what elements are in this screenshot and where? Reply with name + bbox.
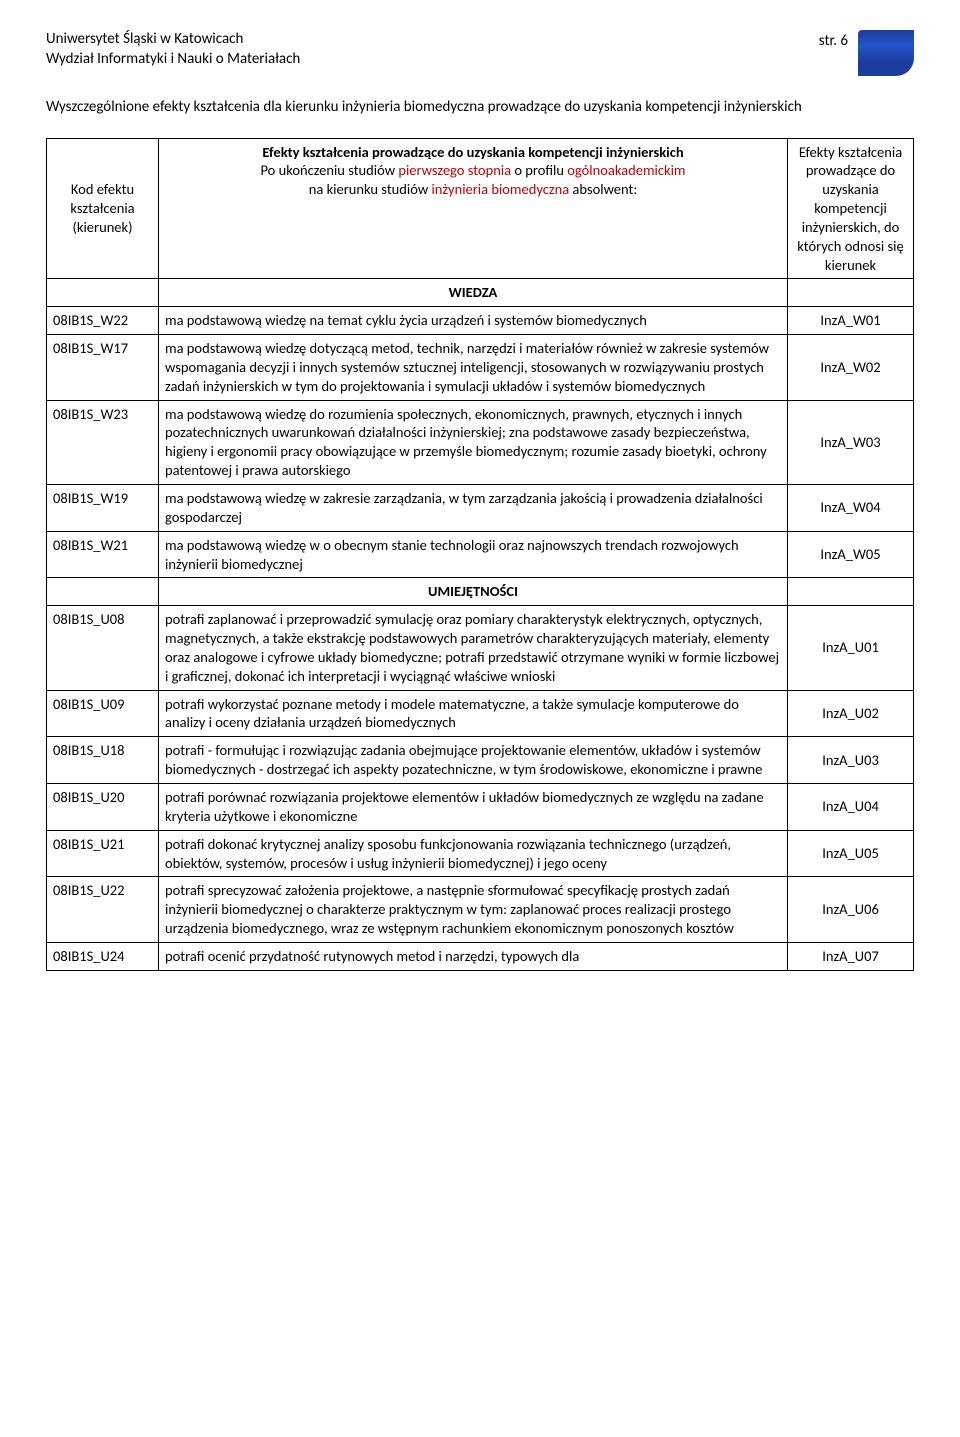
row-code: 08IB1S_W21 (47, 531, 159, 578)
row-desc: ma podstawową wiedzę na temat cyklu życi… (159, 307, 788, 335)
row-code: 08IB1S_W17 (47, 335, 159, 401)
header-desc-red1: pierwszego stopnia (398, 161, 511, 179)
row-desc: potrafi porównać rozwiązania projektowe … (159, 783, 788, 830)
row-ref: InzA_W01 (788, 307, 914, 335)
table-row: 08IB1S_U24 potrafi ocenić przydatność ru… (47, 942, 914, 970)
row-ref: InzA_U03 (788, 737, 914, 784)
header-desc-l2b: o profilu (511, 161, 567, 179)
document-title: Wyszczególnione efekty kształcenia dla k… (46, 98, 914, 118)
row-desc: ma podstawową wiedzę w o obecnym stanie … (159, 531, 788, 578)
table-row: 08IB1S_U08 potrafi zaplanować i przeprow… (47, 606, 914, 690)
table-row: 08IB1S_W22 ma podstawową wiedzę na temat… (47, 307, 914, 335)
section-wiedza-cell3 (788, 279, 914, 307)
university-name: Uniwersytet Śląski w Katowicach (46, 30, 300, 50)
row-desc: potrafi zaplanować i przeprowadzić symul… (159, 606, 788, 690)
table-row: 08IB1S_U20 potrafi porównać rozwiązania … (47, 783, 914, 830)
header-desc-red2: ogólnoakademickim (567, 161, 685, 179)
row-desc: potrafi wykorzystać poznane metody i mod… (159, 690, 788, 737)
section-wiedza: WIEDZA (47, 279, 914, 307)
row-ref: InzA_U05 (788, 830, 914, 877)
table-row: 08IB1S_W21 ma podstawową wiedzę w o obec… (47, 531, 914, 578)
header-ref: Efekty kształcenia prowadzące do uzyskan… (788, 138, 914, 279)
table-header-row: Kod efektu kształcenia (kierunek) Efekty… (47, 138, 914, 279)
row-desc: ma podstawową wiedzę w zakresie zarządza… (159, 485, 788, 532)
university-logo (858, 30, 914, 76)
row-ref: InzA_W05 (788, 531, 914, 578)
row-code: 08IB1S_U18 (47, 737, 159, 784)
faculty-name: Wydział Informatyki i Nauki o Materiałac… (46, 50, 300, 70)
row-code: 08IB1S_W23 (47, 400, 159, 484)
row-code: 08IB1S_U08 (47, 606, 159, 690)
row-ref: InzA_U02 (788, 690, 914, 737)
row-code: 08IB1S_W19 (47, 485, 159, 532)
section-umie-cell1 (47, 578, 159, 606)
row-desc: potrafi dokonać krytycznej analizy sposo… (159, 830, 788, 877)
row-ref: InzA_W03 (788, 400, 914, 484)
header-left: Uniwersytet Śląski w Katowicach Wydział … (46, 30, 300, 69)
header-desc: Efekty kształcenia prowadzące do uzyskan… (159, 138, 788, 279)
page-number: str. 6 (819, 30, 848, 52)
table-row: 08IB1S_W19 ma podstawową wiedzę w zakres… (47, 485, 914, 532)
table-row: 08IB1S_U22 potrafi sprecyzować założenia… (47, 877, 914, 943)
row-ref: InzA_W04 (788, 485, 914, 532)
row-ref: InzA_U01 (788, 606, 914, 690)
effects-table: Kod efektu kształcenia (kierunek) Efekty… (46, 138, 914, 971)
section-wiedza-cell1 (47, 279, 159, 307)
section-wiedza-label: WIEDZA (159, 279, 788, 307)
row-code: 08IB1S_U22 (47, 877, 159, 943)
row-desc: potrafi ocenić przydatność rutynowych me… (159, 942, 788, 970)
row-code: 08IB1S_U24 (47, 942, 159, 970)
row-code: 08IB1S_W22 (47, 307, 159, 335)
header-desc-l3a: na kierunku studiów (309, 180, 432, 198)
header-desc-l2a: Po ukończeniu studiów (260, 161, 398, 179)
header-right: str. 6 (819, 30, 914, 76)
row-ref: InzA_U06 (788, 877, 914, 943)
table-row: 08IB1S_U09 potrafi wykorzystać poznane m… (47, 690, 914, 737)
row-desc: potrafi sprecyzować założenia projektowe… (159, 877, 788, 943)
header-desc-l3b: absolwent: (569, 180, 637, 198)
row-ref: InzA_U04 (788, 783, 914, 830)
page-header: Uniwersytet Śląski w Katowicach Wydział … (46, 30, 914, 76)
row-code: 08IB1S_U20 (47, 783, 159, 830)
table-row: 08IB1S_W17 ma podstawową wiedzę dotycząc… (47, 335, 914, 401)
table-row: 08IB1S_U18 potrafi - formułując i rozwią… (47, 737, 914, 784)
row-ref: InzA_W02 (788, 335, 914, 401)
section-umie-label: UMIEJĘTNOŚCI (159, 578, 788, 606)
row-desc: ma podstawową wiedzę dotyczącą metod, te… (159, 335, 788, 401)
section-umie-cell3 (788, 578, 914, 606)
header-code: Kod efektu kształcenia (kierunek) (47, 138, 159, 279)
row-ref: InzA_U07 (788, 942, 914, 970)
header-desc-bold: Efekty kształcenia prowadzące do uzyskan… (165, 143, 781, 162)
row-code: 08IB1S_U09 (47, 690, 159, 737)
header-desc-red3: inżynieria biomedyczna (431, 180, 569, 198)
row-desc: potrafi - formułując i rozwiązując zadan… (159, 737, 788, 784)
table-row: 08IB1S_W23 ma podstawową wiedzę do rozum… (47, 400, 914, 484)
section-umiejetnosci: UMIEJĘTNOŚCI (47, 578, 914, 606)
table-row: 08IB1S_U21 potrafi dokonać krytycznej an… (47, 830, 914, 877)
row-code: 08IB1S_U21 (47, 830, 159, 877)
row-desc: ma podstawową wiedzę do rozumienia społe… (159, 400, 788, 484)
